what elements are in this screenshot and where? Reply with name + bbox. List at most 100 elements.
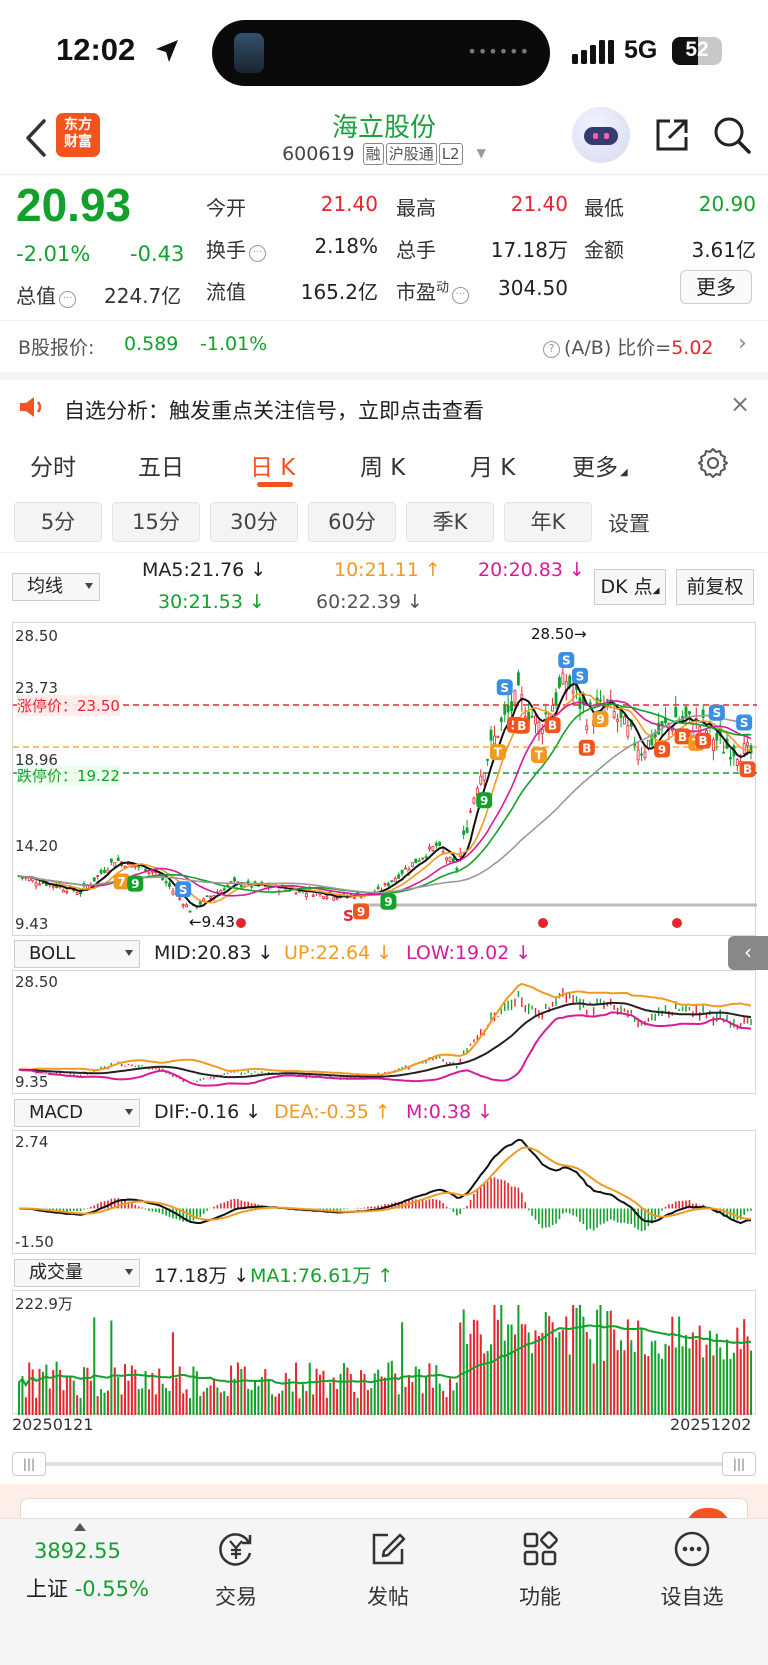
candle-body [164, 881, 168, 884]
index-value[interactable]: 3892.55 [34, 1539, 121, 1563]
volume-chart[interactable]: 222.9万 [12, 1290, 756, 1415]
nav-trade[interactable]: 交易 [186, 1529, 286, 1611]
signal-badge[interactable] [513, 717, 530, 734]
event-dot[interactable] [236, 918, 246, 928]
signal-badge[interactable] [544, 717, 561, 734]
signal-badge[interactable] [558, 652, 575, 669]
tab-5min[interactable]: 5分 [14, 502, 102, 542]
candle-body [479, 775, 483, 785]
volume-bar [585, 1331, 588, 1415]
tab-monthly-k[interactable]: 月 K [470, 455, 516, 481]
tab-intraday[interactable]: 分时 [30, 455, 76, 481]
info-icon[interactable]: ··· [452, 287, 470, 304]
chevron-right-icon[interactable]: › [738, 331, 747, 356]
signal-badge[interactable] [592, 711, 609, 728]
indicator-selector-1[interactable]: BOLL [14, 940, 140, 968]
turnover-label[interactable]: 换手 ··· [206, 234, 266, 263]
volume-bar [684, 1335, 688, 1415]
tab-more[interactable]: 更多 ◢ [572, 448, 628, 482]
back-icon[interactable] [22, 115, 50, 161]
more-button[interactable]: 更多 [680, 270, 752, 304]
info-icon[interactable]: ··· [249, 245, 266, 262]
indicator-selector-3[interactable]: 成交量 [14, 1259, 140, 1287]
tab-60min[interactable]: 60分 [308, 502, 396, 542]
info-icon[interactable]: ··· [59, 291, 76, 308]
tab-weekly-k[interactable]: 周 K [360, 455, 406, 481]
candlestick-chart[interactable]: 79S999TS5BTBSSB99BTBSSB 28.50 23.73 18.9… [12, 622, 757, 936]
volume-bar [524, 1324, 527, 1415]
chart-range-scroller[interactable]: ||| ||| [12, 1450, 756, 1478]
volume-bar [513, 1334, 517, 1415]
volume-bar [267, 1378, 270, 1415]
caret-up-icon[interactable] [74, 1523, 86, 1531]
signal-badge[interactable] [530, 746, 547, 763]
boll-chart[interactable]: 28.50 9.35 [12, 970, 756, 1094]
nav-functions[interactable]: 功能 [490, 1529, 590, 1611]
dk-point-label: DK 点 [600, 576, 653, 598]
close-icon[interactable]: × [730, 390, 751, 418]
signal-badge[interactable] [578, 739, 595, 756]
interval-settings[interactable]: 设置 [608, 512, 650, 536]
scroll-handle-left[interactable]: ||| [12, 1452, 46, 1476]
collapse-panel-tab[interactable]: ‹ [728, 936, 768, 970]
indicator-selector-2[interactable]: MACD [14, 1099, 140, 1127]
signal-badge[interactable] [739, 761, 756, 778]
tab-quarterly-k[interactable]: 季K [406, 502, 494, 542]
volume-bar [86, 1367, 89, 1415]
search-icon[interactable] [712, 115, 752, 155]
scroll-handle-right[interactable]: ||| [722, 1452, 756, 1476]
boll-mid: MID:20.83 ↓ [154, 942, 274, 964]
candle-body [219, 890, 223, 893]
stock-code-row[interactable]: 600619 融沪股通 L2 ▼ [0, 143, 768, 165]
tab-five-day[interactable]: 五日 [138, 455, 184, 481]
signal-badge[interactable] [127, 875, 144, 892]
volume-bar [325, 1397, 328, 1415]
event-dot[interactable] [538, 918, 548, 928]
signal-badge[interactable] [353, 903, 370, 920]
candle-body [31, 877, 35, 882]
tab-yearly-k[interactable]: 年K [504, 502, 592, 542]
signal-badge[interactable] [476, 792, 493, 809]
signal-badge[interactable] [489, 744, 506, 761]
price-adjust-button[interactable]: 前复权 [676, 569, 754, 605]
signal-badge[interactable] [695, 732, 712, 749]
tab-daily-k[interactable]: 日 K [250, 455, 296, 481]
notice-bar[interactable]: 自选分析：触发重点关注信号，立即点击查看 × [0, 372, 768, 432]
pe-label[interactable]: 市盈动 ··· [396, 276, 470, 305]
gear-icon[interactable] [696, 446, 730, 480]
signal-badge[interactable] [654, 741, 671, 758]
notice-text[interactable]: 自选分析：触发重点关注信号，立即点击查看 [64, 399, 484, 423]
signal-badge[interactable] [175, 881, 192, 898]
overlay-selector[interactable]: 均线 [12, 573, 100, 601]
event-dot[interactable] [672, 918, 682, 928]
signal-badge[interactable] [708, 704, 725, 721]
scroll-track[interactable] [32, 1462, 736, 1466]
index-ticker[interactable]: 上证 -0.55% [26, 1573, 149, 1603]
signal-badge[interactable] [496, 679, 513, 696]
b-share-row[interactable]: B股报价: 0.589 -1.01% ? (A/B) 比价=5.02 › [0, 320, 768, 370]
signal-badge[interactable] [674, 728, 691, 745]
tab-15min[interactable]: 15分 [112, 502, 200, 542]
signal-badge[interactable] [736, 714, 753, 731]
ma20-label: 20:20.83 ↓ [478, 559, 585, 581]
boll-axis-top: 28.50 [15, 973, 58, 991]
app-logo[interactable]: 东方 财富 [56, 113, 100, 157]
ai-assistant-icon[interactable] [572, 107, 630, 163]
candle-body [150, 870, 154, 873]
tab-30min[interactable]: 30分 [210, 502, 298, 542]
signal-badge[interactable] [113, 873, 130, 890]
overlay-selector-label: 均线 [27, 576, 63, 597]
volume-bar [661, 1358, 664, 1415]
nav-add-watchlist[interactable]: 设自选 [642, 1529, 742, 1611]
signal-badge[interactable] [571, 667, 588, 684]
nav-post[interactable]: 发帖 [338, 1529, 438, 1611]
macd-chart[interactable]: 2.74 -1.50 [12, 1130, 756, 1254]
candle-body [410, 862, 414, 867]
candle-body [599, 699, 602, 702]
dk-point-button[interactable]: DK 点◢ [594, 569, 666, 605]
market-cap-label[interactable]: 总值 ··· [16, 280, 76, 309]
help-icon[interactable]: ? [543, 341, 560, 358]
share-icon[interactable] [652, 115, 692, 155]
signal-badge[interactable] [380, 893, 397, 910]
candle-body [123, 865, 127, 868]
